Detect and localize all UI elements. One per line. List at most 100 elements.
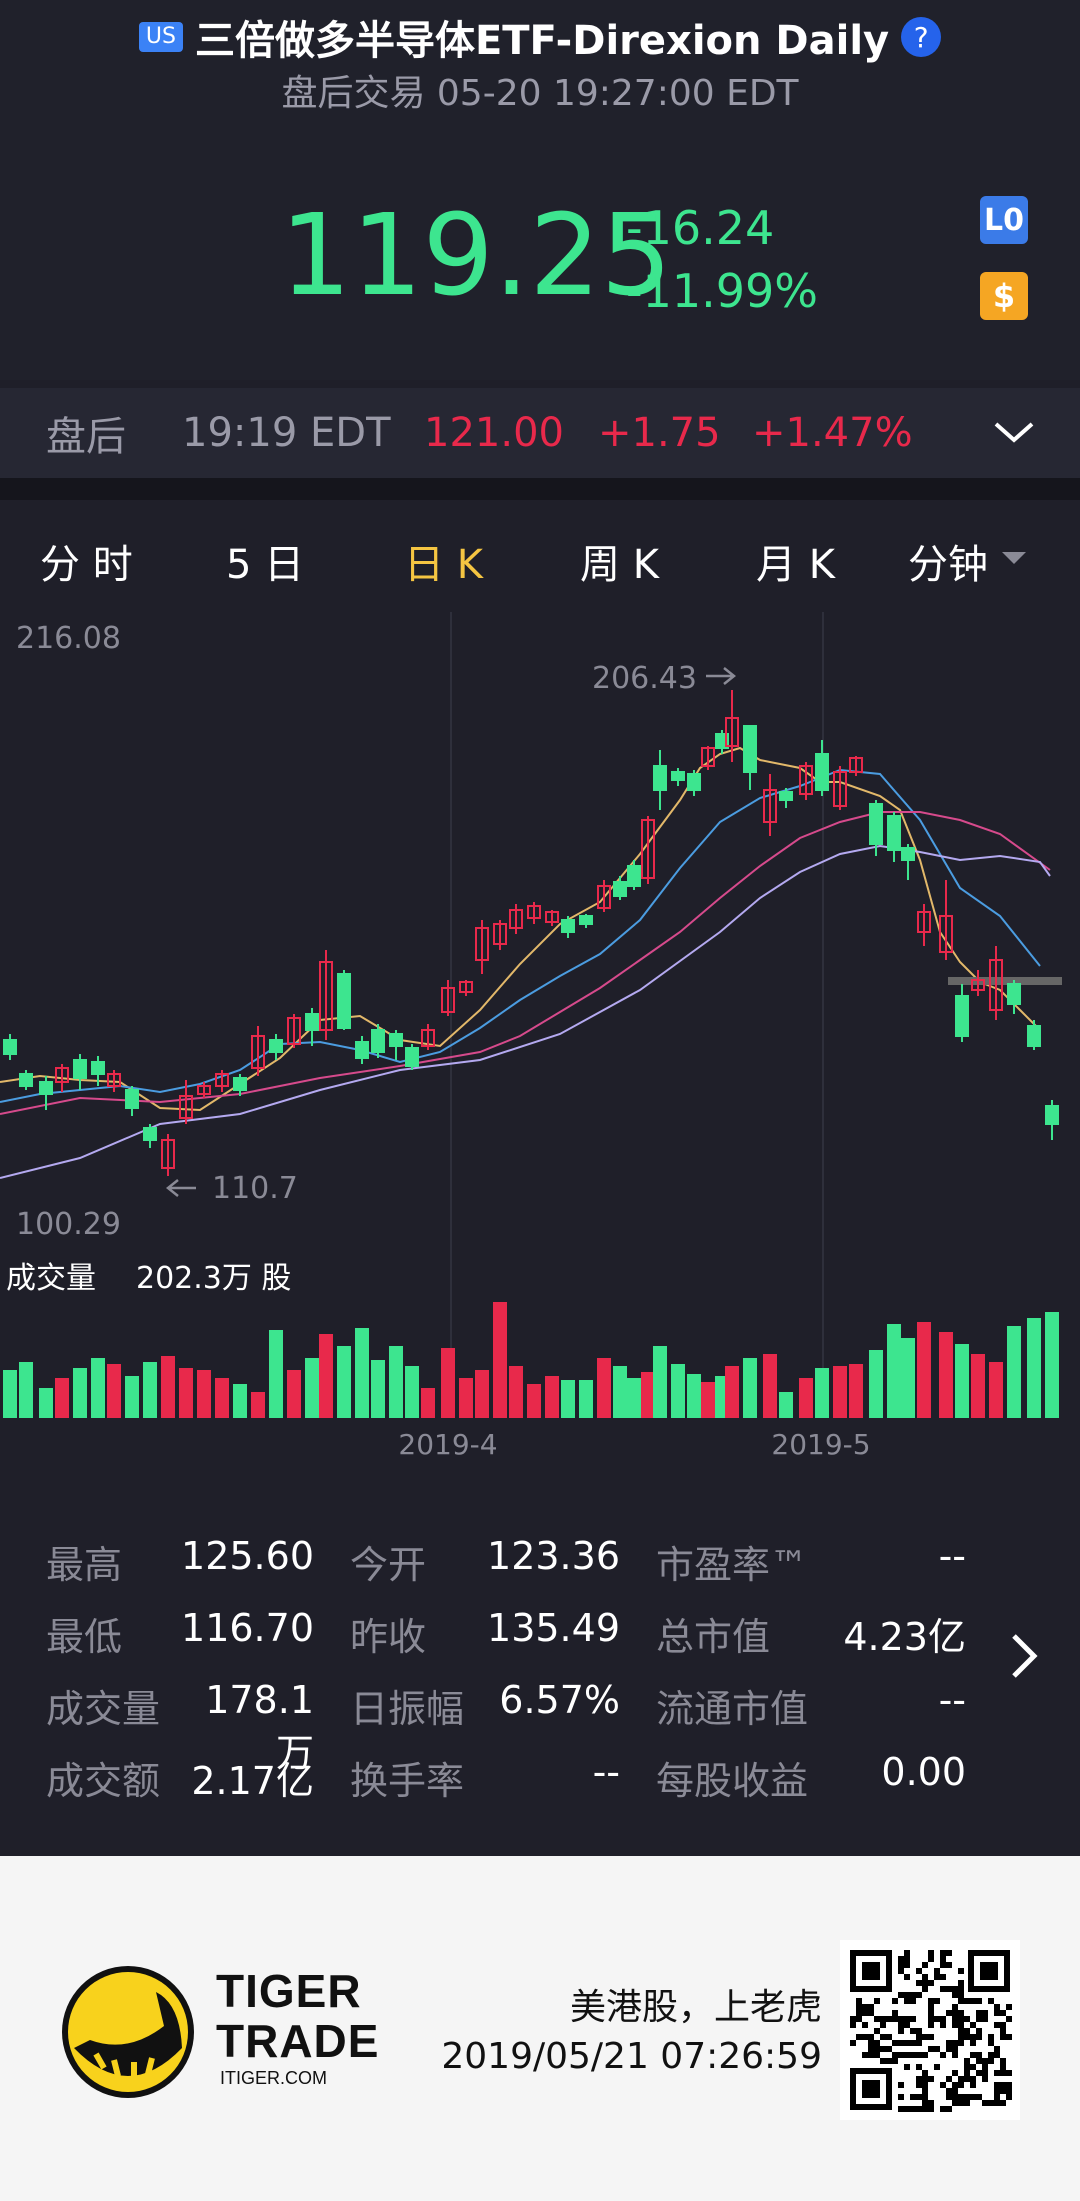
volume-bar — [405, 1366, 419, 1418]
dropdown-caret-icon[interactable] — [1000, 550, 1028, 566]
volume-bar — [799, 1378, 813, 1418]
volume-bar — [355, 1328, 369, 1418]
volume-bar — [579, 1380, 593, 1418]
candle-body — [545, 911, 559, 923]
candle-body — [475, 927, 489, 961]
volume-bar — [19, 1362, 33, 1418]
high-marker: 206.43 — [592, 661, 697, 696]
currency-icon[interactable]: $ — [980, 272, 1028, 320]
volume-bar — [215, 1378, 229, 1418]
candle-body — [161, 1139, 175, 1169]
brand-url: ITIGER.COM — [220, 2068, 327, 2088]
brand-name-line2: TRADE — [216, 2015, 380, 2067]
stat-label-turnover-rate: 换手率 — [350, 1759, 465, 1803]
volume-bar — [269, 1330, 283, 1418]
after-hours-change: +1.75 — [598, 410, 721, 456]
tab-minute[interactable]: 分钟 — [908, 542, 988, 588]
tab-weekly-k[interactable]: 周 K — [580, 542, 659, 588]
candle-body — [671, 771, 685, 781]
after-hours-label: 盘后 — [46, 414, 126, 460]
after-hours-bar[interactable]: 盘后 19:19 EDT 121.00 +1.75 +1.47% — [0, 388, 1080, 478]
tab-5day[interactable]: 5 日 — [226, 542, 305, 588]
candlestick-chart[interactable]: 216.08 100.29 206.43 110.7 成交量 202.3万 股 … — [0, 612, 1080, 1462]
volume-bar — [179, 1368, 193, 1418]
chevron-down-icon[interactable] — [990, 408, 1038, 456]
candle-body — [1007, 983, 1021, 1005]
volume-bar — [653, 1346, 667, 1418]
stat-value-turnover-rate: -- — [592, 1750, 620, 1794]
stat-value-high: 125.60 — [181, 1534, 314, 1578]
candle-body — [39, 1081, 53, 1095]
volume-bar — [1007, 1326, 1021, 1418]
volume-bar — [671, 1364, 685, 1418]
stat-label-turnover: 成交额 — [46, 1759, 161, 1803]
after-hours-price: 121.00 — [424, 410, 564, 456]
period-tabs: 分 时 5 日 日 K 周 K 月 K 分钟 — [0, 500, 1080, 610]
volume-bar — [815, 1368, 829, 1418]
volume-bar — [725, 1366, 739, 1418]
candle-body — [319, 961, 333, 1031]
volume-bar — [701, 1382, 715, 1418]
y-min-label: 100.29 — [16, 1207, 121, 1242]
stat-label-float-cap: 流通市值 — [656, 1687, 809, 1731]
x-label-may: 2019-5 — [771, 1428, 870, 1461]
ma60-line — [0, 844, 1051, 1179]
volume-bar — [527, 1384, 541, 1418]
candle-body — [215, 1073, 229, 1087]
kline-svg[interactable]: 216.08 100.29 206.43 110.7 成交量 202.3万 股 … — [0, 612, 1080, 1462]
candle-body — [763, 789, 777, 823]
candle-body — [725, 717, 739, 747]
candle-body — [509, 909, 523, 929]
candle-body — [527, 905, 541, 919]
stock-title: 三倍做多半导体ETF-Direxion Daily — [194, 18, 890, 64]
volume-bar — [91, 1358, 105, 1418]
stat-label-prev-close: 昨收 — [350, 1615, 427, 1659]
price-change-pct: -11.99% — [626, 264, 818, 318]
stat-value-amplitude: 6.57% — [499, 1678, 620, 1722]
candle-body — [849, 757, 863, 773]
candle-body — [687, 773, 701, 791]
volume-bar — [143, 1362, 157, 1418]
volume-bar — [287, 1370, 301, 1418]
candle-body — [143, 1127, 157, 1141]
help-icon[interactable]: ? — [901, 17, 942, 57]
volume-bar — [1027, 1318, 1041, 1418]
tab-daily-k[interactable]: 日 K — [404, 542, 483, 588]
candle-body — [955, 995, 969, 1037]
candle-body — [371, 1029, 385, 1053]
stats-panel[interactable]: 最高 125.60 今开 123.36 市盈率™ -- 最低 116.70 昨收… — [0, 1500, 1080, 1856]
title-row: US 三倍做多半导体ETF-Direxion Daily ? — [0, 8, 1080, 66]
last-price: 119.25 — [280, 191, 672, 321]
candle-body — [743, 725, 757, 773]
candle-body — [19, 1073, 33, 1087]
volume-bar — [73, 1368, 87, 1418]
volume-bar — [55, 1378, 69, 1418]
stat-value-open: 123.36 — [487, 1534, 620, 1578]
tab-monthly-k[interactable]: 月 K — [756, 542, 835, 588]
volume-bar — [917, 1322, 931, 1418]
chevron-right-icon[interactable] — [1006, 1630, 1042, 1682]
candle-body — [91, 1061, 105, 1075]
volume-bar — [627, 1378, 641, 1418]
volume-bar — [509, 1366, 523, 1418]
volume-bar — [561, 1380, 575, 1418]
candle-body — [55, 1067, 69, 1083]
stat-value-turnover: 2.17亿 — [191, 1759, 314, 1803]
stat-value-low: 116.70 — [181, 1606, 314, 1650]
volume-bar — [597, 1358, 611, 1418]
candle-body — [917, 911, 931, 933]
candle-body — [251, 1035, 265, 1069]
market-badge: US — [138, 22, 183, 52]
volume-bar — [107, 1364, 121, 1418]
candle-body — [939, 915, 953, 953]
tiger-logo-icon — [62, 1966, 194, 2098]
volume-bar — [125, 1376, 139, 1418]
high-arrow-icon — [706, 667, 737, 685]
volume-bar — [475, 1370, 489, 1418]
candle-body — [287, 1017, 301, 1045]
candle-body — [901, 847, 915, 861]
volume-bar — [251, 1392, 265, 1418]
tab-intraday[interactable]: 分 时 — [40, 542, 133, 588]
candle-body — [887, 815, 901, 851]
level-badge-icon[interactable]: L0 — [980, 196, 1028, 244]
